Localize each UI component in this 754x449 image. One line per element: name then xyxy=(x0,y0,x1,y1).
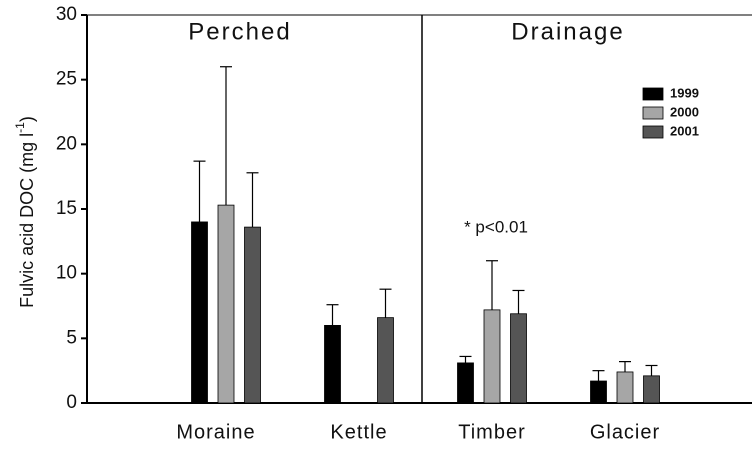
bar xyxy=(643,375,660,404)
error-bar xyxy=(512,289,525,314)
y-axis-label: Fulvic acid DOC (mg l-1) xyxy=(13,116,37,308)
x-tick-label: Timber xyxy=(458,421,525,443)
error-bar xyxy=(619,361,631,372)
bar xyxy=(457,362,474,404)
y-tick-label: 5 xyxy=(66,327,77,348)
y-tick-label: 20 xyxy=(56,133,77,154)
bar xyxy=(483,309,501,404)
y-tick-label: 0 xyxy=(66,392,77,413)
annotation: * p<0.01 xyxy=(464,217,528,236)
bar xyxy=(217,204,235,404)
bar xyxy=(510,313,527,404)
x-tick-label: Glacier xyxy=(590,421,660,443)
legend-label: 2000 xyxy=(670,104,699,119)
error-bar xyxy=(379,288,392,318)
bar xyxy=(191,221,208,404)
error-bar xyxy=(592,370,605,382)
bar xyxy=(244,226,261,404)
error-bar xyxy=(193,160,206,222)
bar xyxy=(590,380,607,404)
y-label-sup: -1 xyxy=(13,122,27,133)
error-bar xyxy=(459,355,472,363)
legend-swatch xyxy=(642,87,664,101)
y-tick-label: 10 xyxy=(56,263,77,284)
y-tick-label: 25 xyxy=(56,69,77,90)
y-tick-label: 15 xyxy=(56,198,77,219)
y-label-text: ) xyxy=(17,116,37,122)
error-bar xyxy=(486,260,498,310)
legend-swatch xyxy=(642,106,664,120)
error-bar xyxy=(220,66,232,206)
group-label: Drainage xyxy=(511,18,624,45)
y-tick-label: 30 xyxy=(56,4,77,25)
legend-label: 1999 xyxy=(670,85,699,100)
error-bar xyxy=(645,364,658,376)
bar xyxy=(324,324,341,404)
bar xyxy=(616,371,634,404)
error-bar xyxy=(246,172,259,228)
group-label: Perched xyxy=(188,18,291,45)
legend-label: 2001 xyxy=(670,123,699,138)
legend-swatch xyxy=(642,125,664,139)
y-label-text: Fulvic acid DOC (mg l xyxy=(17,133,37,308)
x-tick-label: Kettle xyxy=(330,421,387,443)
bar xyxy=(377,317,394,404)
error-bar xyxy=(326,304,339,326)
x-tick-label: Moraine xyxy=(176,421,255,443)
